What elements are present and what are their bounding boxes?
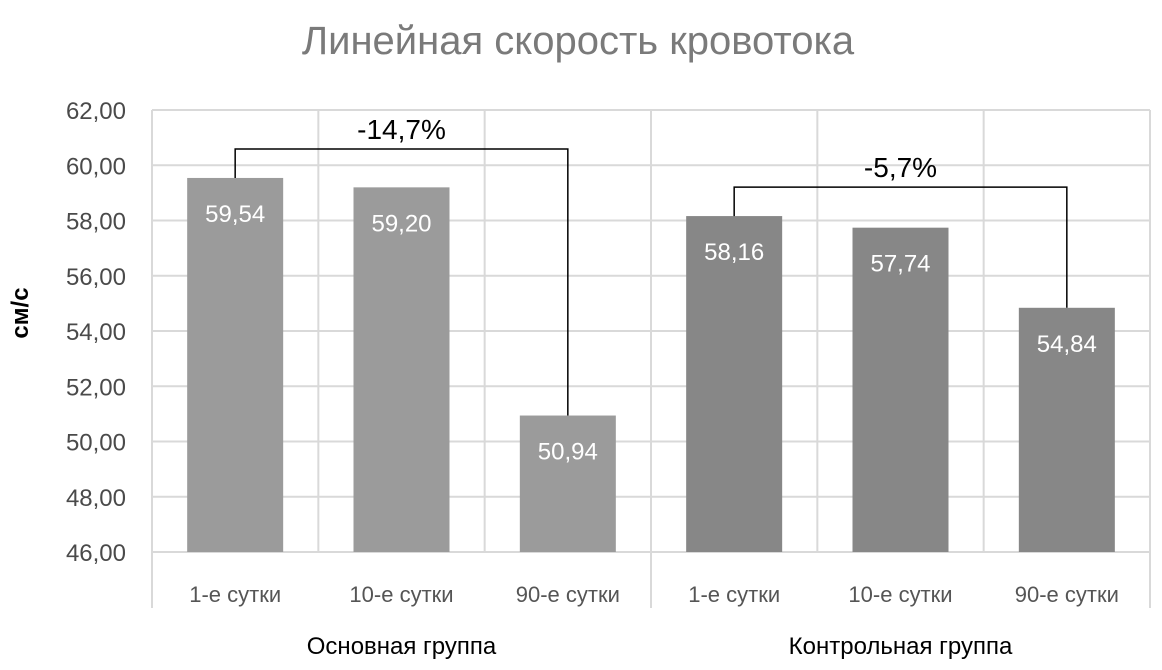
x-tick-label: 1-е сутки bbox=[189, 582, 281, 607]
change-annotation: -5,7% bbox=[864, 152, 937, 183]
data-label: 59,20 bbox=[371, 210, 431, 237]
y-tick-label: 50,00 bbox=[66, 430, 126, 457]
change-bracket bbox=[733, 186, 1068, 308]
x-tick-label: 10-е сутки bbox=[848, 582, 952, 607]
group-label: Контрольная группа bbox=[789, 633, 1013, 660]
data-label: 57,74 bbox=[870, 251, 930, 278]
bar bbox=[1018, 307, 1115, 552]
data-label: 54,84 bbox=[1037, 331, 1097, 358]
bar bbox=[187, 177, 284, 552]
x-tick-label: 1-е сутки bbox=[688, 582, 780, 607]
bar bbox=[852, 227, 949, 552]
x-tick-label: 90-е сутки bbox=[516, 582, 620, 607]
y-tick-label: 46,00 bbox=[66, 540, 126, 567]
y-tick-label: 58,00 bbox=[66, 209, 126, 236]
group-label: Основная группа bbox=[307, 633, 497, 660]
data-label: 58,16 bbox=[704, 239, 764, 266]
y-tick-label: 62,00 bbox=[66, 98, 126, 125]
x-tick-label: 90-е сутки bbox=[1015, 582, 1119, 607]
y-tick-label: 60,00 bbox=[66, 153, 126, 180]
y-tick-label: 48,00 bbox=[66, 485, 126, 512]
change-annotation: -14,7% bbox=[357, 114, 446, 145]
bar bbox=[686, 216, 783, 552]
y-tick-label: 54,00 bbox=[66, 319, 126, 346]
change-bracket bbox=[234, 148, 569, 416]
x-tick-label: 10-е сутки bbox=[349, 582, 453, 607]
y-tick-label: 52,00 bbox=[66, 374, 126, 401]
y-axis-label: см/с bbox=[7, 287, 34, 338]
data-label: 59,54 bbox=[205, 201, 265, 228]
y-tick-label: 56,00 bbox=[66, 264, 126, 291]
data-label: 50,94 bbox=[538, 439, 598, 466]
bar bbox=[353, 187, 450, 552]
bar bbox=[519, 415, 616, 552]
chart-title: Линейная скорость кровотока bbox=[302, 19, 855, 63]
